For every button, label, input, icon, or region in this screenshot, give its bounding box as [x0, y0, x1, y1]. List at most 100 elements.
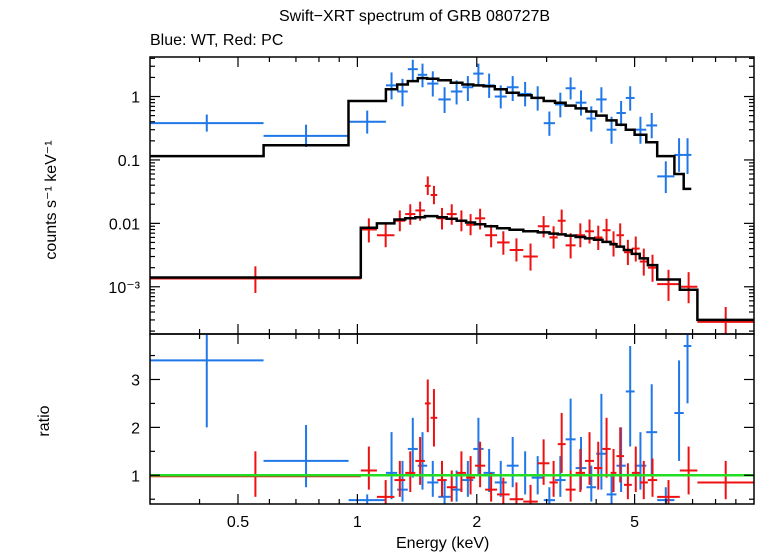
data-point-wt [674, 360, 684, 461]
data-point-pc [679, 446, 698, 495]
data-point-pc [565, 233, 576, 259]
data-point-pc [575, 448, 586, 493]
data-point-pc [430, 389, 438, 447]
data-point-pc [549, 460, 558, 497]
data-point-pc [639, 460, 648, 500]
data-point-wt [575, 90, 587, 116]
y-tick-label-spectrum: 1 [131, 90, 140, 107]
data-point-wt [625, 86, 635, 111]
data-point-wt [438, 480, 451, 504]
data-point-pc [697, 460, 754, 500]
data-point-pc [509, 482, 524, 504]
data-point-pc [485, 472, 498, 502]
plot-area-ratio [150, 334, 754, 504]
data-point-pc [509, 238, 524, 262]
data-point-pc [647, 458, 658, 497]
data-point-pc [405, 451, 416, 493]
data-point-wt [506, 76, 519, 102]
data-point-pc [594, 441, 603, 490]
data-point-pc [616, 427, 624, 483]
data-point-pc [585, 219, 595, 244]
model-line-wt-model [150, 76, 692, 191]
data-point-wt [263, 424, 349, 488]
data-point-pc [430, 185, 438, 205]
data-point-wt [657, 161, 675, 194]
data-point-pc [657, 480, 680, 504]
data-point-wt [483, 448, 495, 493]
data-point-wt [543, 487, 556, 504]
y-tick-label-ratio: 2 [131, 420, 140, 437]
x-tick-label: 1 [353, 514, 362, 531]
data-point-wt [473, 63, 484, 86]
y-tick-label-ratio: 3 [131, 372, 140, 389]
chart-title: Swift−XRT spectrum of GRB 080727B [279, 8, 551, 25]
plot-area-spectrum [150, 59, 754, 334]
data-point-wt [586, 465, 597, 502]
data-point-pc [360, 446, 377, 490]
data-point-pc [616, 223, 624, 248]
data-point-wt [348, 110, 386, 134]
data-point-pc [394, 460, 406, 497]
data-point-wt [646, 112, 658, 139]
data-point-wt [150, 114, 264, 132]
data-point-pc [602, 218, 611, 243]
data-point-pc [394, 210, 406, 232]
data-point-pc [424, 379, 431, 433]
data-point-wt [450, 80, 463, 105]
x-axis-label: Energy (keV) [396, 535, 490, 552]
panel-frame-ratio [149, 333, 755, 505]
data-point-wt [565, 398, 576, 471]
data-point-wt [555, 92, 566, 118]
data-point-pc [602, 417, 611, 478]
y-tick-label-spectrum: 10⁻³ [108, 280, 140, 297]
data-point-wt [674, 138, 684, 172]
data-point-pc [415, 436, 425, 485]
x-ticks-spectrum [198, 57, 737, 334]
data-point-wt [616, 101, 626, 127]
data-point-wt [407, 59, 418, 81]
y-ticks-spectrum [150, 57, 754, 332]
data-point-pc [537, 216, 550, 238]
data-point-pc [523, 243, 538, 271]
series-pc-spectrum [150, 176, 754, 334]
data-point-pc [623, 239, 632, 266]
data-point-pc [549, 226, 558, 249]
y-tick-label-spectrum: 0.01 [109, 216, 140, 233]
data-point-pc [437, 460, 447, 497]
y-ticks-ratio [150, 354, 754, 500]
data-point-pc [575, 223, 586, 248]
data-point-pc [647, 254, 658, 282]
panel-frame-spectrum [149, 56, 755, 335]
data-point-wt [427, 71, 439, 97]
data-point-pc [657, 269, 680, 301]
data-point-wt [596, 87, 607, 113]
data-point-wt [506, 436, 519, 488]
data-point-wt [385, 432, 398, 500]
data-point-pc [497, 477, 510, 504]
data-point-wt [494, 460, 507, 497]
x-tick-label: 2 [472, 514, 481, 531]
data-point-pc [485, 224, 498, 248]
data-point-wt [586, 106, 597, 132]
data-point-pc [437, 207, 447, 230]
data-point-wt [462, 76, 474, 102]
data-point-wt [348, 494, 386, 504]
data-point-wt [438, 87, 451, 113]
x-tick-label: 5 [630, 514, 639, 531]
data-point-pc [623, 463, 632, 500]
data-point-pc [557, 413, 566, 473]
series-wt-spectrum [150, 59, 692, 194]
data-point-wt [625, 345, 635, 447]
data-point-pc [466, 214, 476, 236]
series-pc-ratio [150, 379, 754, 504]
data-point-pc [150, 266, 361, 293]
data-point-wt [263, 124, 349, 147]
data-point-pc [537, 439, 550, 485]
data-point-pc [639, 248, 648, 276]
data-point-pc [405, 204, 416, 225]
data-point-pc [594, 225, 603, 251]
data-point-pc [631, 446, 640, 493]
data-point-pc [446, 204, 457, 225]
